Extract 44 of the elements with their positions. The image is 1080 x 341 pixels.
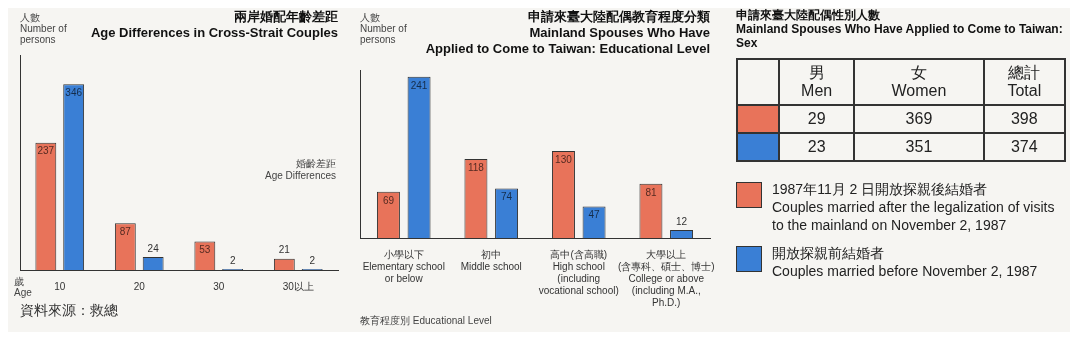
data-label: 346 [65,86,83,98]
chart-title: 兩岸婚配年齡差距 Age Differences in Cross-Strait Couples [90,9,338,40]
y-axis-title: 人數 Number of persons [20,12,68,45]
data-label: 130 [555,153,573,165]
x-axis-title: 教育程度別 Educational Level [360,314,492,328]
chart-title: 申請來臺大陸配偶教育程度分類 Mainland Spouses Who Have Applied to Come to Taiwan: Educational Level [425,9,710,56]
text: 歲 Age [14,276,32,298]
x-tick-label: 30 [213,280,225,292]
x-tick-label: 30以上 [282,280,314,292]
x-tick-label: 20 [133,280,146,292]
y-axis-title: 人數 Number of persons [360,12,407,45]
data-label: 12 [676,215,688,227]
data-label: 81 [645,186,657,198]
data-label: 351 [854,133,984,161]
data-label: 2 [309,254,316,266]
x-tick-label: 初中 Middle school [460,248,522,272]
data-label: 87 [119,226,132,238]
category-label: 總計 Total [983,59,1065,105]
data-label: 398 [983,105,1065,133]
x-axis-title: 婚齡差距 Age Differences [265,158,336,182]
x-tick-label: 10 [54,280,66,292]
data-label: 29 [779,105,855,133]
legend-label: 開放探親前結婚者 Couples married before November 2, 1987 [772,244,1038,280]
data-label: 241 [410,79,428,91]
x-tick-label: 高中(含高職) High school (including vocational school) [538,248,619,296]
category-label: 女 Women [854,59,984,105]
data-label: 21 [278,244,291,256]
data-label: 118 [467,161,485,173]
data-label: 47 [588,209,601,221]
x-tick-label: 大學以上 (含專科、碩士、博士) College or above (including M.A., Ph.D.) [617,248,715,308]
data-label: 24 [147,242,160,254]
text: 申請來臺大陸配偶性別人數 Mainland Spouses Who Have Applied to Come to Taiwan: Sex [736,8,1064,50]
category-label: 男 Men [779,59,855,105]
data-label: 74 [501,191,513,203]
source-note: 資料來源：救總 [20,302,118,320]
x-tick-label: 小學以下 Elementary school or below [362,248,445,284]
data-label: 374 [983,133,1065,161]
data-label: 53 [199,244,211,256]
data-label: 23 [779,133,855,161]
data-label: 69 [382,194,395,206]
data-label: 2 [229,254,236,266]
data-label: 237 [37,145,55,157]
legend-label: 1987年11月 2 日開放探親後結婚者 Couples married after the legalization of visits to the mainland on November 2, 1987 [772,180,1056,234]
data-label: 369 [854,105,984,133]
